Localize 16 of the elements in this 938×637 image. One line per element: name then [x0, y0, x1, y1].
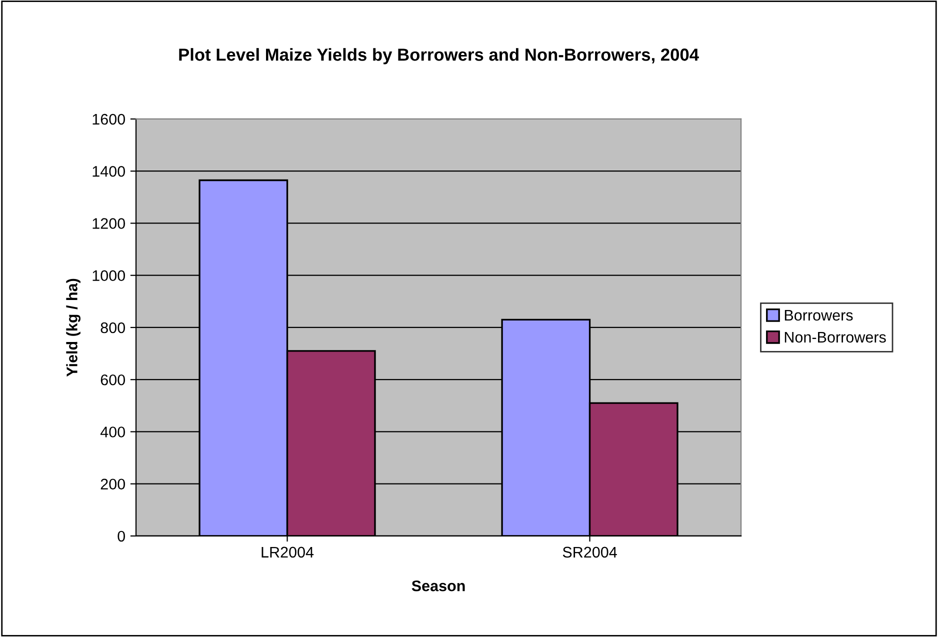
y-tick-label: 0 [118, 530, 125, 542]
x-tick-label: LR2004 [262, 546, 314, 558]
y-axis-title: Yield (kg / ha) [66, 278, 80, 377]
y-tick-label: 1400 [92, 166, 125, 177]
legend-label: Non-Borrowers [784, 332, 886, 343]
y-tick-label: 600 [100, 374, 125, 386]
x-tick-label: SR2004 [562, 546, 617, 558]
y-tick-label: 1600 [92, 114, 125, 125]
y-tick-label: 400 [100, 426, 125, 438]
legend-label: Borrowers [784, 310, 853, 321]
chart-title: Plot Level Maize Yields by Borrowers and Non-Borrowers, 2004 [179, 48, 699, 64]
y-tick-label: 800 [100, 322, 125, 334]
y-tick-label: 1200 [92, 218, 125, 229]
y-tick-label: 200 [100, 478, 125, 490]
y-tick-label: 1000 [92, 270, 125, 282]
x-axis-title: Season [412, 580, 465, 592]
